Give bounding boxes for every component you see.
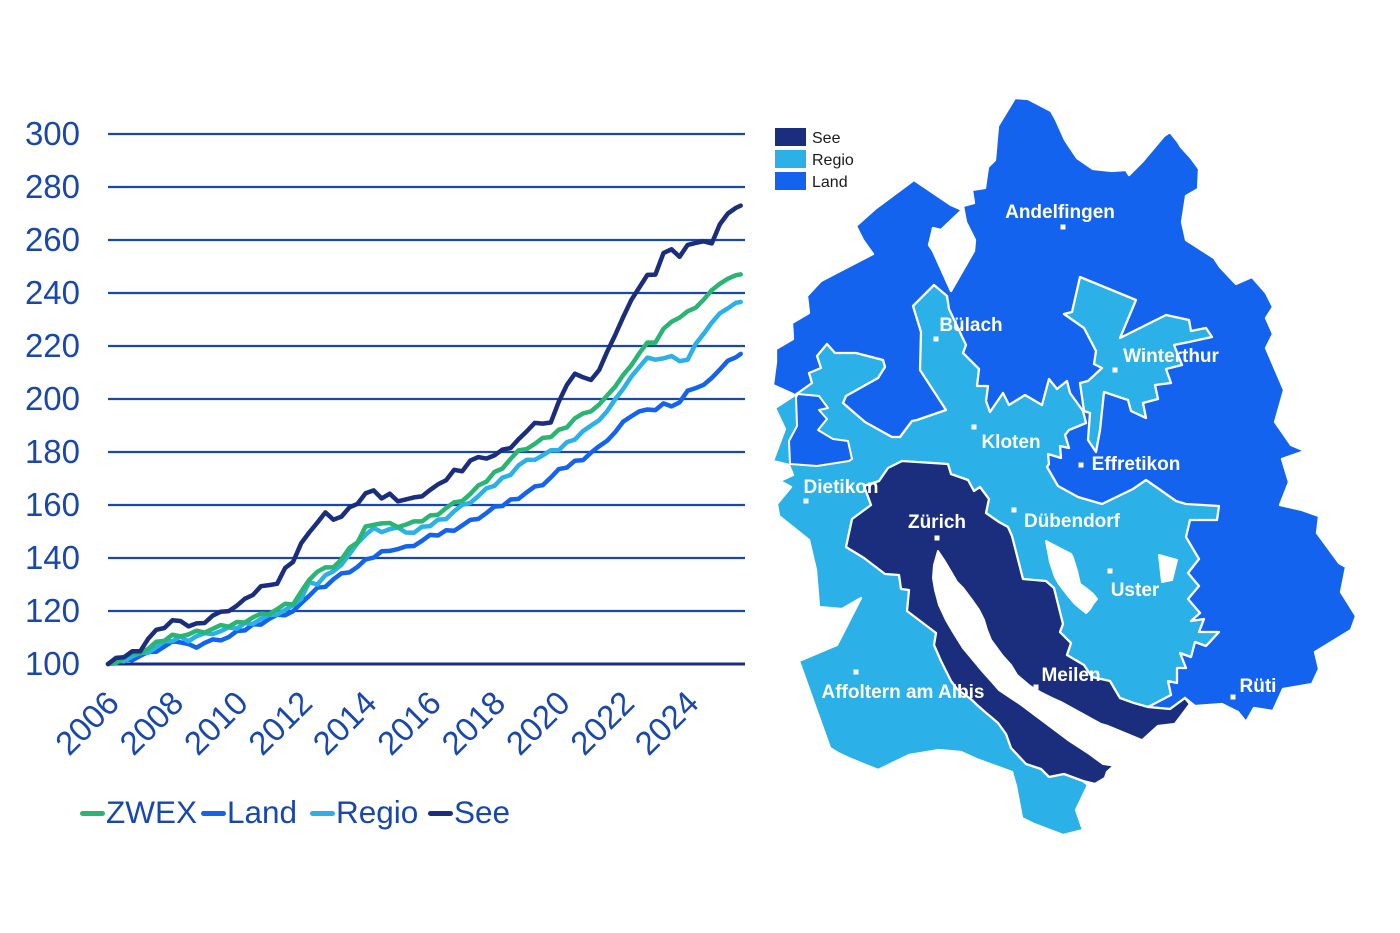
svg-text:2020: 2020	[499, 684, 577, 762]
svg-text:Meilen: Meilen	[1041, 665, 1100, 686]
svg-text:100: 100	[25, 645, 80, 682]
svg-text:Andelfingen: Andelfingen	[1005, 202, 1115, 223]
svg-text:Dietikon: Dietikon	[804, 477, 879, 498]
svg-text:Winterthur: Winterthur	[1123, 346, 1219, 367]
svg-text:140: 140	[25, 539, 80, 576]
svg-text:ZWEX: ZWEX	[106, 794, 197, 830]
svg-text:280: 280	[25, 168, 80, 205]
svg-text:2012: 2012	[241, 684, 319, 762]
svg-text:240: 240	[25, 274, 80, 311]
svg-text:Bülach: Bülach	[939, 315, 1002, 336]
svg-text:Effretikon: Effretikon	[1092, 454, 1181, 475]
svg-text:260: 260	[25, 221, 80, 258]
svg-text:160: 160	[25, 486, 80, 523]
svg-text:See: See	[454, 794, 510, 830]
svg-text:2014: 2014	[305, 684, 383, 762]
svg-text:120: 120	[25, 592, 80, 629]
svg-text:2024: 2024	[627, 684, 705, 762]
svg-text:180: 180	[25, 433, 80, 470]
svg-text:220: 220	[25, 327, 80, 364]
svg-text:Rüti: Rüti	[1240, 676, 1277, 697]
svg-text:2010: 2010	[177, 684, 255, 762]
svg-text:Land: Land	[812, 174, 848, 191]
svg-text:2006: 2006	[48, 684, 126, 762]
svg-text:Affoltern am Albis: Affoltern am Albis	[822, 682, 985, 703]
svg-text:Land: Land	[227, 794, 297, 830]
svg-text:Dübendorf: Dübendorf	[1024, 511, 1121, 532]
svg-text:2016: 2016	[370, 684, 448, 762]
svg-text:Regio: Regio	[812, 152, 854, 169]
svg-text:Zürich: Zürich	[908, 512, 966, 533]
svg-text:Regio: Regio	[336, 794, 418, 830]
svg-text:Uster: Uster	[1111, 580, 1160, 601]
svg-text:2008: 2008	[112, 684, 190, 762]
svg-text:2022: 2022	[563, 684, 641, 762]
svg-text:200: 200	[25, 380, 80, 417]
svg-text:2018: 2018	[434, 684, 512, 762]
svg-text:Kloten: Kloten	[981, 432, 1040, 453]
svg-text:300: 300	[25, 115, 80, 152]
svg-text:See: See	[812, 130, 841, 147]
